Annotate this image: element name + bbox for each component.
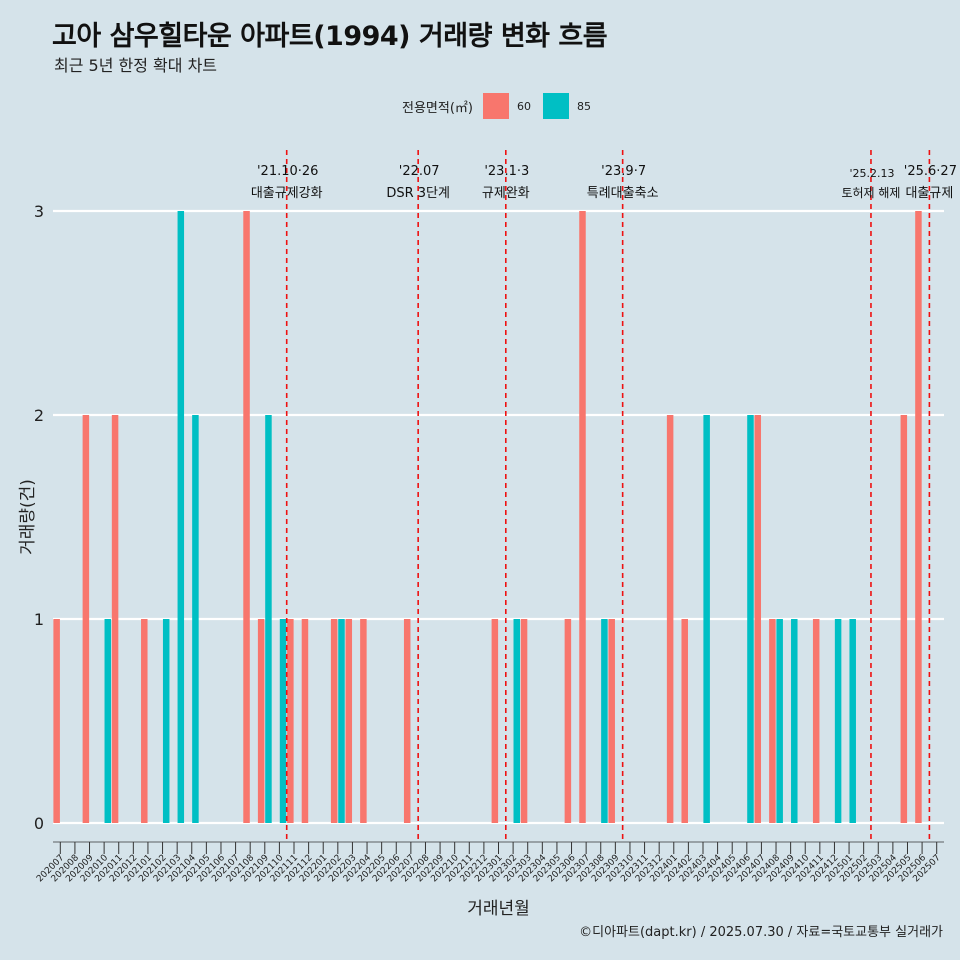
event-text-label: 토허제 해제 — [841, 186, 900, 200]
bar-60-202207 — [403, 619, 411, 823]
legend-swatch-60 — [482, 93, 509, 119]
bar-60-202011 — [111, 415, 119, 823]
bar-60-202009 — [82, 415, 90, 823]
bar-85-202102 — [162, 619, 170, 823]
legend-label-85: 85 — [576, 99, 591, 113]
event-date-label: '25.2.13 — [849, 167, 894, 180]
event-text-label: 규제완화 — [482, 186, 530, 201]
bar-85-202302 — [513, 619, 521, 823]
y-tick-label: 2 — [34, 406, 44, 425]
event-date-label: '25.6·27 — [904, 164, 957, 179]
bar-85-202408 — [776, 619, 783, 823]
bar-60-202007 — [53, 619, 60, 823]
event-text-label: DSR 3단계 — [386, 186, 450, 201]
bar-60-202204 — [360, 619, 367, 823]
bar-85-202501 — [849, 619, 856, 823]
bar-60-202203 — [345, 619, 353, 823]
bar-60-202301 — [491, 619, 499, 823]
bar-60-202408 — [769, 619, 776, 823]
bar-60-202202 — [330, 619, 338, 823]
legend-title: 전용면적(㎡) — [402, 100, 473, 116]
bar-85-202202 — [338, 619, 345, 823]
bar-60-202303 — [520, 619, 528, 823]
bar-85-202010 — [104, 619, 112, 823]
bar-85-202412 — [834, 619, 842, 823]
event-date-label: '23.1·3 — [484, 164, 529, 179]
event-date-label: '22.07 — [399, 164, 440, 179]
bar-60-202506 — [915, 211, 922, 823]
event-date-label: '21.10·26 — [257, 164, 318, 179]
bar-60-202402 — [681, 619, 688, 823]
event-text-label: 대출규제 — [905, 186, 953, 201]
y-tick-label: 3 — [34, 202, 44, 221]
y-tick-label: 1 — [34, 610, 44, 629]
event-text-label: 대출규제강화 — [251, 186, 323, 201]
bar-85-202308 — [601, 619, 608, 823]
bar-60-202407 — [754, 415, 762, 823]
legend-label-60: 60 — [516, 99, 531, 113]
bar-85-202109 — [265, 415, 272, 823]
bar-60-202109 — [257, 619, 265, 823]
legend: 전용면적(㎡) 60 85 — [402, 93, 603, 119]
bar-85-202110 — [279, 619, 287, 823]
y-axis-title: 거래량(건) — [18, 479, 38, 555]
bar-60-202309 — [608, 619, 615, 823]
legend-swatch-85 — [542, 93, 569, 119]
bar-85-202406 — [747, 415, 754, 823]
source-caption: ©디아파트(dapt.kr) / 2025.07.30 / 자료=국토교통부 실… — [579, 925, 943, 940]
bar-60-202108 — [243, 211, 250, 823]
bar-60-202101 — [141, 619, 148, 823]
bar-60-202401 — [666, 415, 674, 823]
bar-60-202111 — [287, 619, 294, 823]
chart-title: 고아 삼우힐타운 아파트(1994) 거래량 변화 흐름 — [52, 21, 608, 52]
bar-85-202403 — [703, 415, 710, 823]
bar-85-202104 — [192, 415, 199, 823]
bar-60-202505 — [900, 415, 908, 823]
bar-85-202409 — [791, 619, 798, 823]
bar-60-202112 — [301, 619, 309, 823]
y-tick-label: 0 — [34, 814, 44, 833]
chart-subtitle: 최근 5년 한정 확대 차트 — [54, 56, 218, 75]
event-date-label: '23.9·7 — [601, 164, 646, 179]
bar-85-202103 — [177, 211, 185, 823]
event-text-label: 특례대출축소 — [587, 186, 659, 201]
bar-60-202306 — [564, 619, 572, 823]
bar-60-202307 — [579, 211, 586, 823]
bar-60-202411 — [812, 619, 820, 823]
x-axis-title: 거래년월 — [467, 899, 530, 919]
